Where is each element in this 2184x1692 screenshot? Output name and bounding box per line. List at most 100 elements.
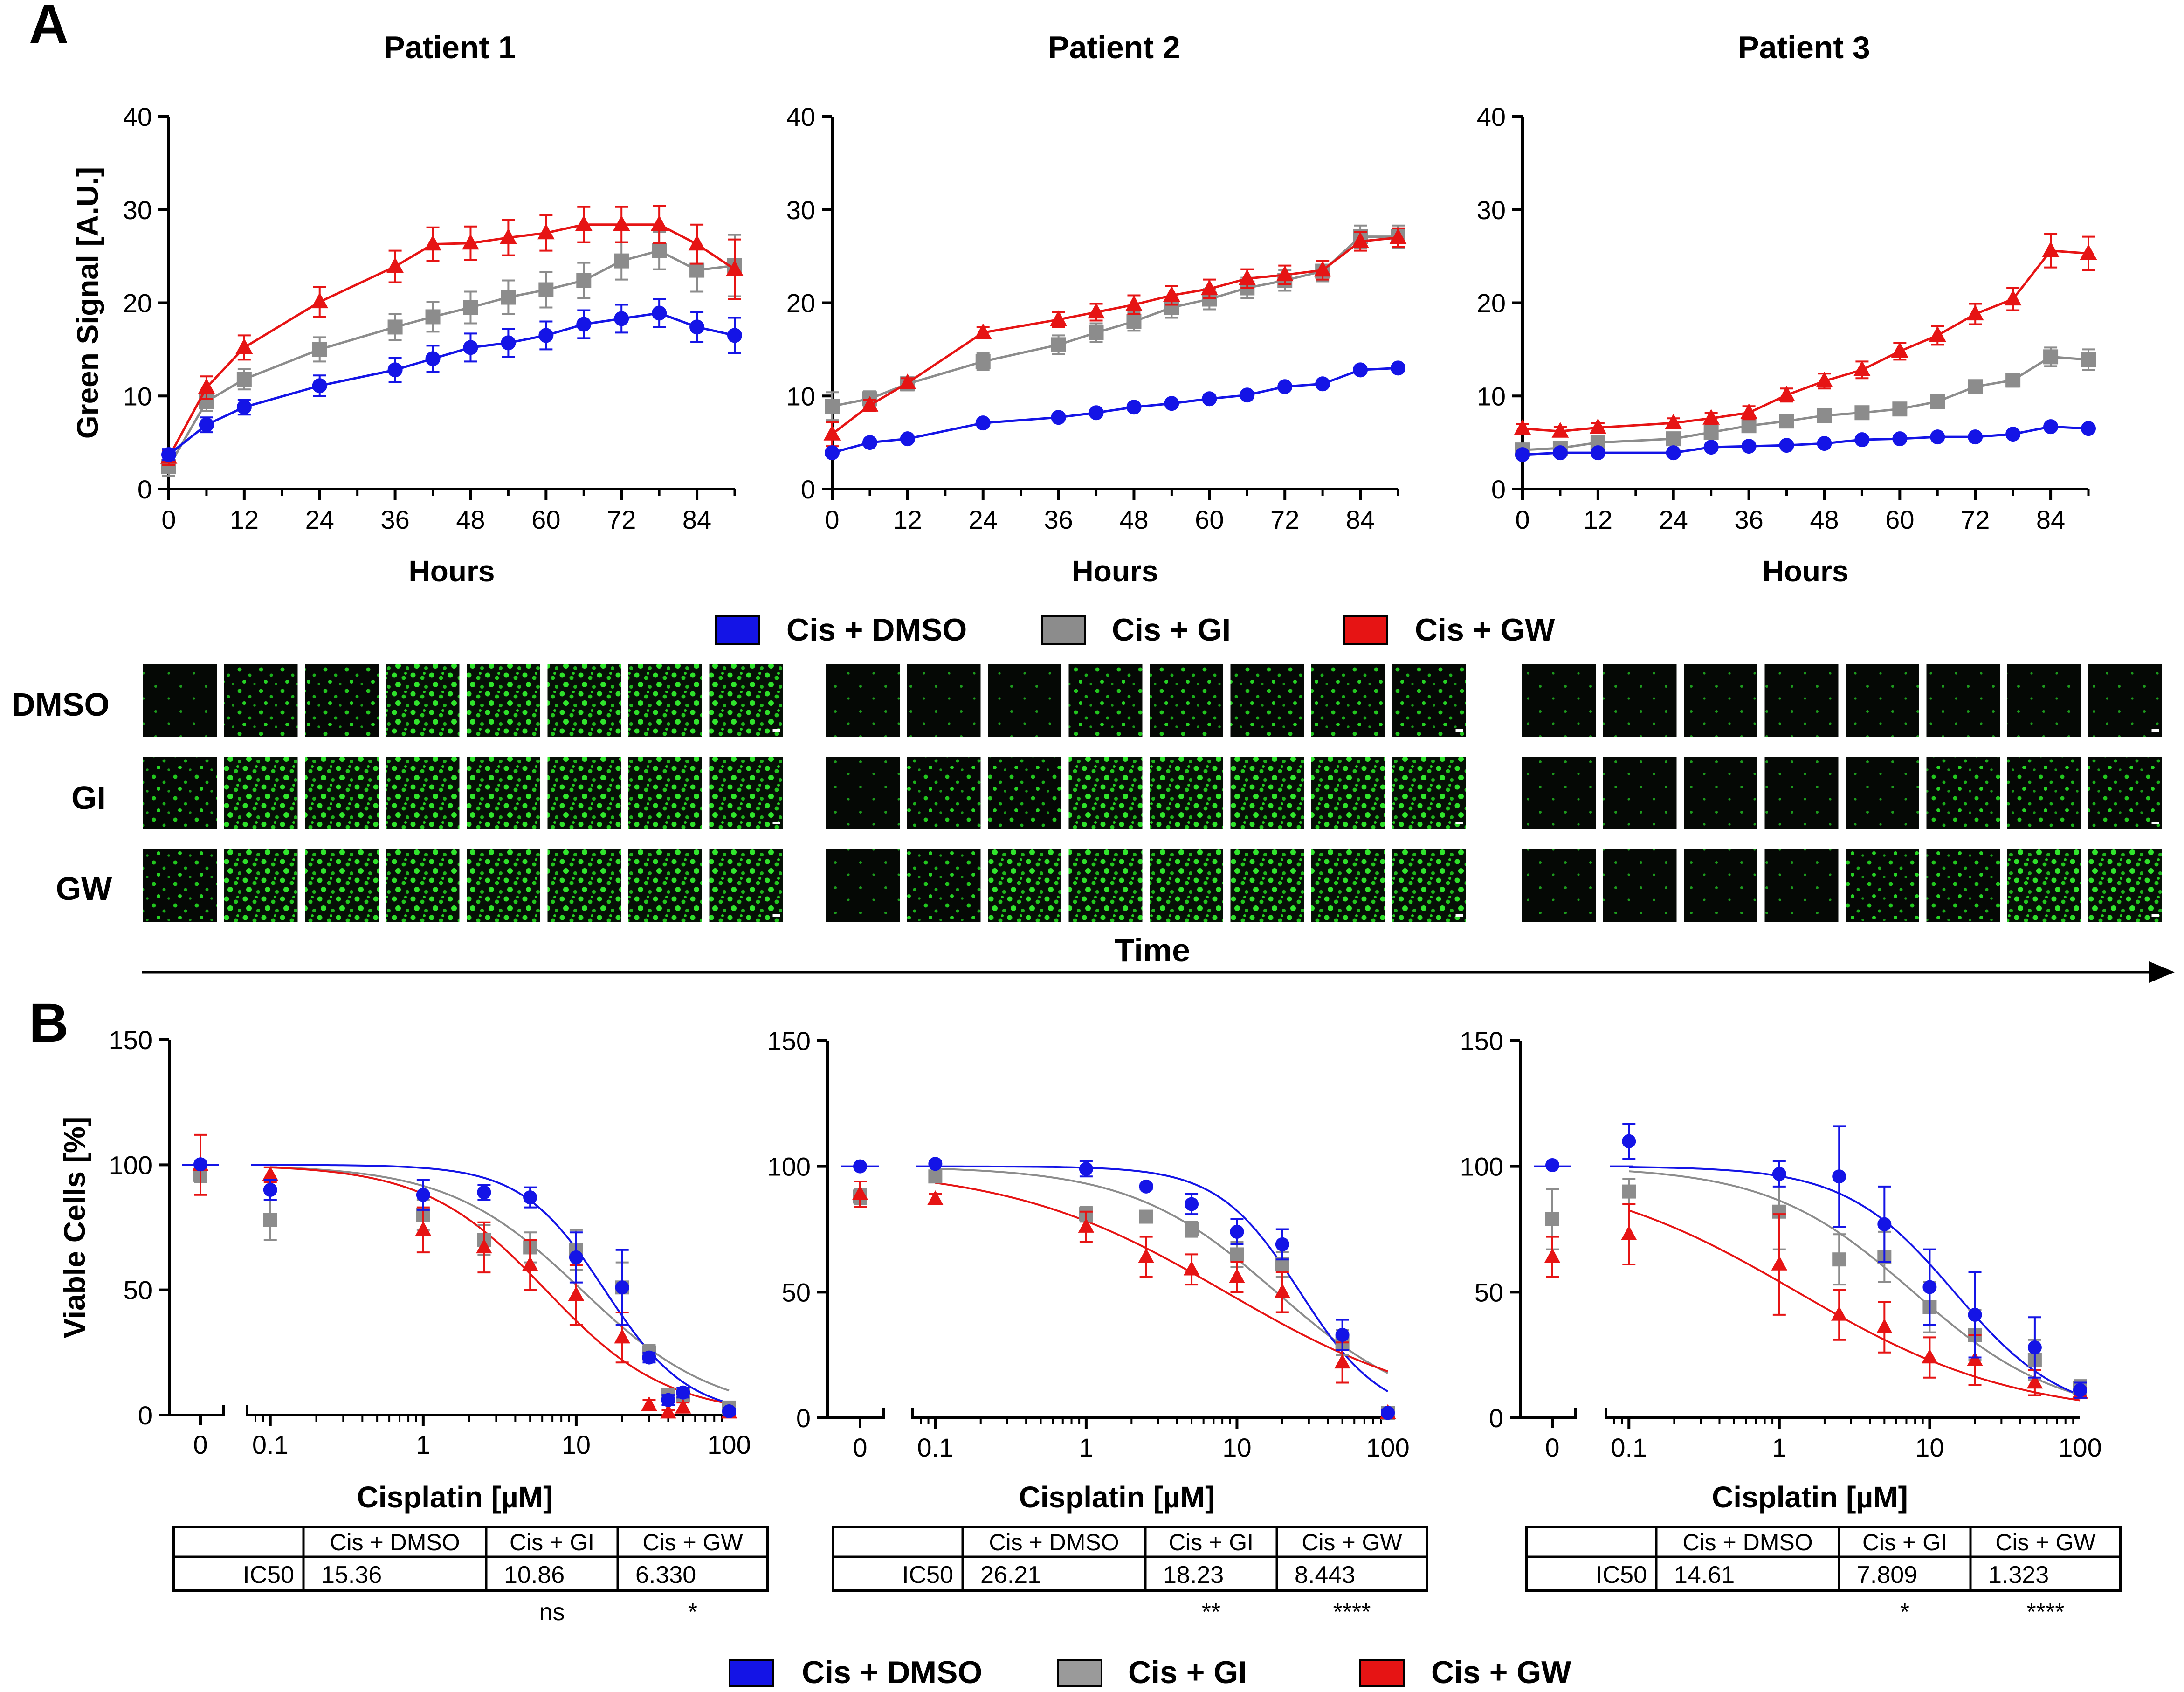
x-tick-label: 48 [1810, 505, 1839, 534]
data-point-dmso [425, 351, 441, 366]
x-tick-label: 0 [1515, 505, 1529, 534]
chart-title: Patient 2 [1048, 30, 1180, 65]
y-tick-label: 0 [796, 1403, 811, 1433]
data-point-gw [476, 1238, 492, 1254]
micrograph-tile [1522, 664, 1596, 737]
data-point-dmso [1126, 400, 1142, 415]
x-tick-label: 12 [1584, 505, 1612, 534]
micrograph-tile [1068, 849, 1143, 922]
data-point-dmso [1552, 445, 1568, 461]
data-point-dmso [1335, 1328, 1350, 1342]
series-gi [1515, 346, 2096, 458]
x-axis-label: Hours [1763, 554, 1849, 588]
data-point-gw [1778, 386, 1795, 401]
series-dmso [853, 1157, 1395, 1420]
ic50-table-border [172, 1526, 769, 1592]
micrograph-tile [386, 849, 460, 922]
data-point-dmso [1353, 362, 1368, 378]
legend-swatch-gi [1041, 615, 1086, 645]
ic50-value-gi: 7.809 [1857, 1561, 1917, 1588]
micrograph-tile [628, 664, 702, 737]
data-point-gw [1314, 261, 1331, 277]
fit-curve-dmso [1629, 1166, 2081, 1396]
ic50-header-dmso: Cis + DMSO [330, 1529, 460, 1555]
data-point-gi [263, 1213, 277, 1227]
scale-bar [772, 822, 780, 824]
micrograph-tile [988, 757, 1061, 829]
data-point-gi [501, 290, 516, 305]
micrograph-tile [467, 664, 540, 737]
data-point-dmso [615, 1280, 629, 1295]
significance-gi: * [1900, 1599, 1909, 1626]
series-dmso [161, 298, 742, 463]
ic50-value-dmso: 26.21 [980, 1561, 1041, 1588]
x-tick-label: 0.1 [1611, 1433, 1647, 1462]
x-tick-label: 24 [1659, 505, 1688, 534]
data-point-gw [1238, 269, 1256, 285]
data-point-dmso [1391, 360, 1405, 376]
data-point-dmso [387, 362, 403, 378]
data-point-dmso [1164, 396, 1179, 411]
series-gi [853, 1169, 1395, 1420]
micrograph-tile [305, 757, 379, 829]
micrograph-tile [628, 757, 702, 829]
series-line-dmso [168, 311, 735, 456]
data-point-dmso [538, 328, 554, 343]
data-point-dmso [263, 1183, 277, 1197]
data-point-dmso [1202, 391, 1217, 407]
data-point-gi [538, 282, 554, 297]
micrograph-tile [1230, 664, 1304, 737]
data-point-gw [311, 292, 329, 309]
series-line-dmso [1522, 425, 2089, 456]
data-point-dmso [900, 431, 915, 447]
data-point-gw [1771, 1256, 1788, 1271]
x-tick-label: 100 [2058, 1433, 2101, 1462]
y-tick-label: 10 [1477, 381, 1506, 411]
x-tick-label: 72 [607, 505, 636, 534]
data-point-gw [1163, 286, 1180, 302]
ic50-header-gi: Cis + GI [1169, 1529, 1254, 1555]
legend-label-gi: Cis + GI [1112, 612, 1231, 648]
data-point-dmso [1741, 439, 1757, 454]
fit-curve-gw [270, 1166, 730, 1405]
data-point-dmso [1240, 387, 1255, 403]
ic50-header-gi: Cis + GI [510, 1529, 594, 1555]
micrograph-tile [1392, 849, 1466, 922]
data-point-gi [825, 399, 840, 414]
data-point-dmso [1968, 1307, 1982, 1322]
data-point-gw [522, 1256, 538, 1271]
data-point-dmso [1275, 1237, 1289, 1251]
micrograph-tile [1311, 664, 1385, 737]
data-point-dmso [1772, 1167, 1786, 1181]
y-tick-label: 30 [786, 195, 815, 225]
micrograph-tile [1311, 757, 1385, 829]
data-point-dmso [1622, 1134, 1636, 1148]
ic50-table-border [832, 1526, 1428, 1592]
data-point-dmso [312, 378, 327, 394]
micrograph-tile [2088, 757, 2162, 829]
ic50-table: IC50 Cis + DMSO 26.21 Cis + GI 18.23 ** Cis + … [832, 1526, 1428, 1626]
data-point-dmso [2081, 421, 2096, 436]
data-point-gw [1229, 1268, 1245, 1283]
series-dmso [193, 1157, 736, 1418]
data-point-gi [1968, 379, 1983, 394]
data-point-dmso [1515, 447, 1530, 463]
x-tick-label: 60 [1885, 505, 1914, 534]
ic50-row-label: IC50 [243, 1561, 294, 1588]
data-point-gi [1622, 1184, 1636, 1199]
y-axis-label: Green Signal [A.U.] [71, 167, 104, 439]
data-point-gw [1831, 1306, 1847, 1321]
chart-title: Patient 3 [1738, 30, 1870, 65]
data-point-dmso [1892, 431, 1908, 447]
scale-bar [2151, 914, 2159, 917]
data-point-gw [726, 260, 744, 276]
x-tick-label: 24 [969, 505, 998, 534]
micrograph-tile [1392, 757, 1466, 829]
x-tick-label: 84 [1346, 505, 1375, 534]
x-tick-label: 10 [1915, 1433, 1944, 1462]
data-point-gw [575, 215, 593, 231]
data-point-dmso [928, 1157, 943, 1171]
data-point-dmso [661, 1393, 675, 1407]
fit-curve-gi [270, 1166, 730, 1392]
x-tick-label: 36 [380, 505, 409, 534]
